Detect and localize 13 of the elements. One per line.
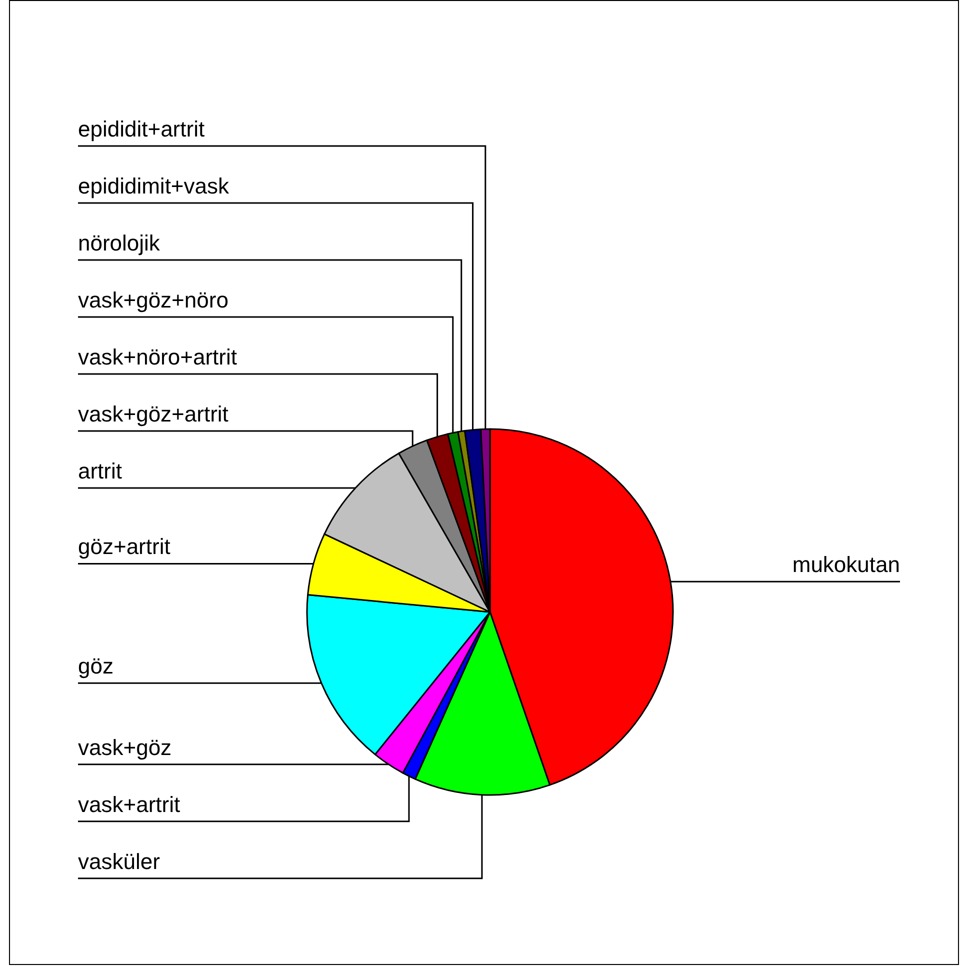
slice-label: vask+artrit	[78, 792, 180, 817]
slice-label: mukokutan	[792, 552, 900, 578]
slice-label: epididimit+vask	[78, 173, 230, 198]
slice-label: vask+göz+nöro	[78, 287, 228, 312]
slice-label: epididit+artrit	[78, 116, 205, 142]
slice-label: vask+nöro+artrit	[78, 344, 237, 370]
slice-label: göz+artrit	[78, 534, 170, 560]
slice-label: vasküler	[78, 848, 160, 874]
slice-label: artrit	[78, 458, 122, 484]
slice-label: vask+göz+artrit	[78, 401, 228, 426]
slice-label: nörolojik	[78, 230, 161, 256]
slice-label: vask+göz	[78, 734, 172, 760]
slice-label: göz	[78, 654, 114, 679]
